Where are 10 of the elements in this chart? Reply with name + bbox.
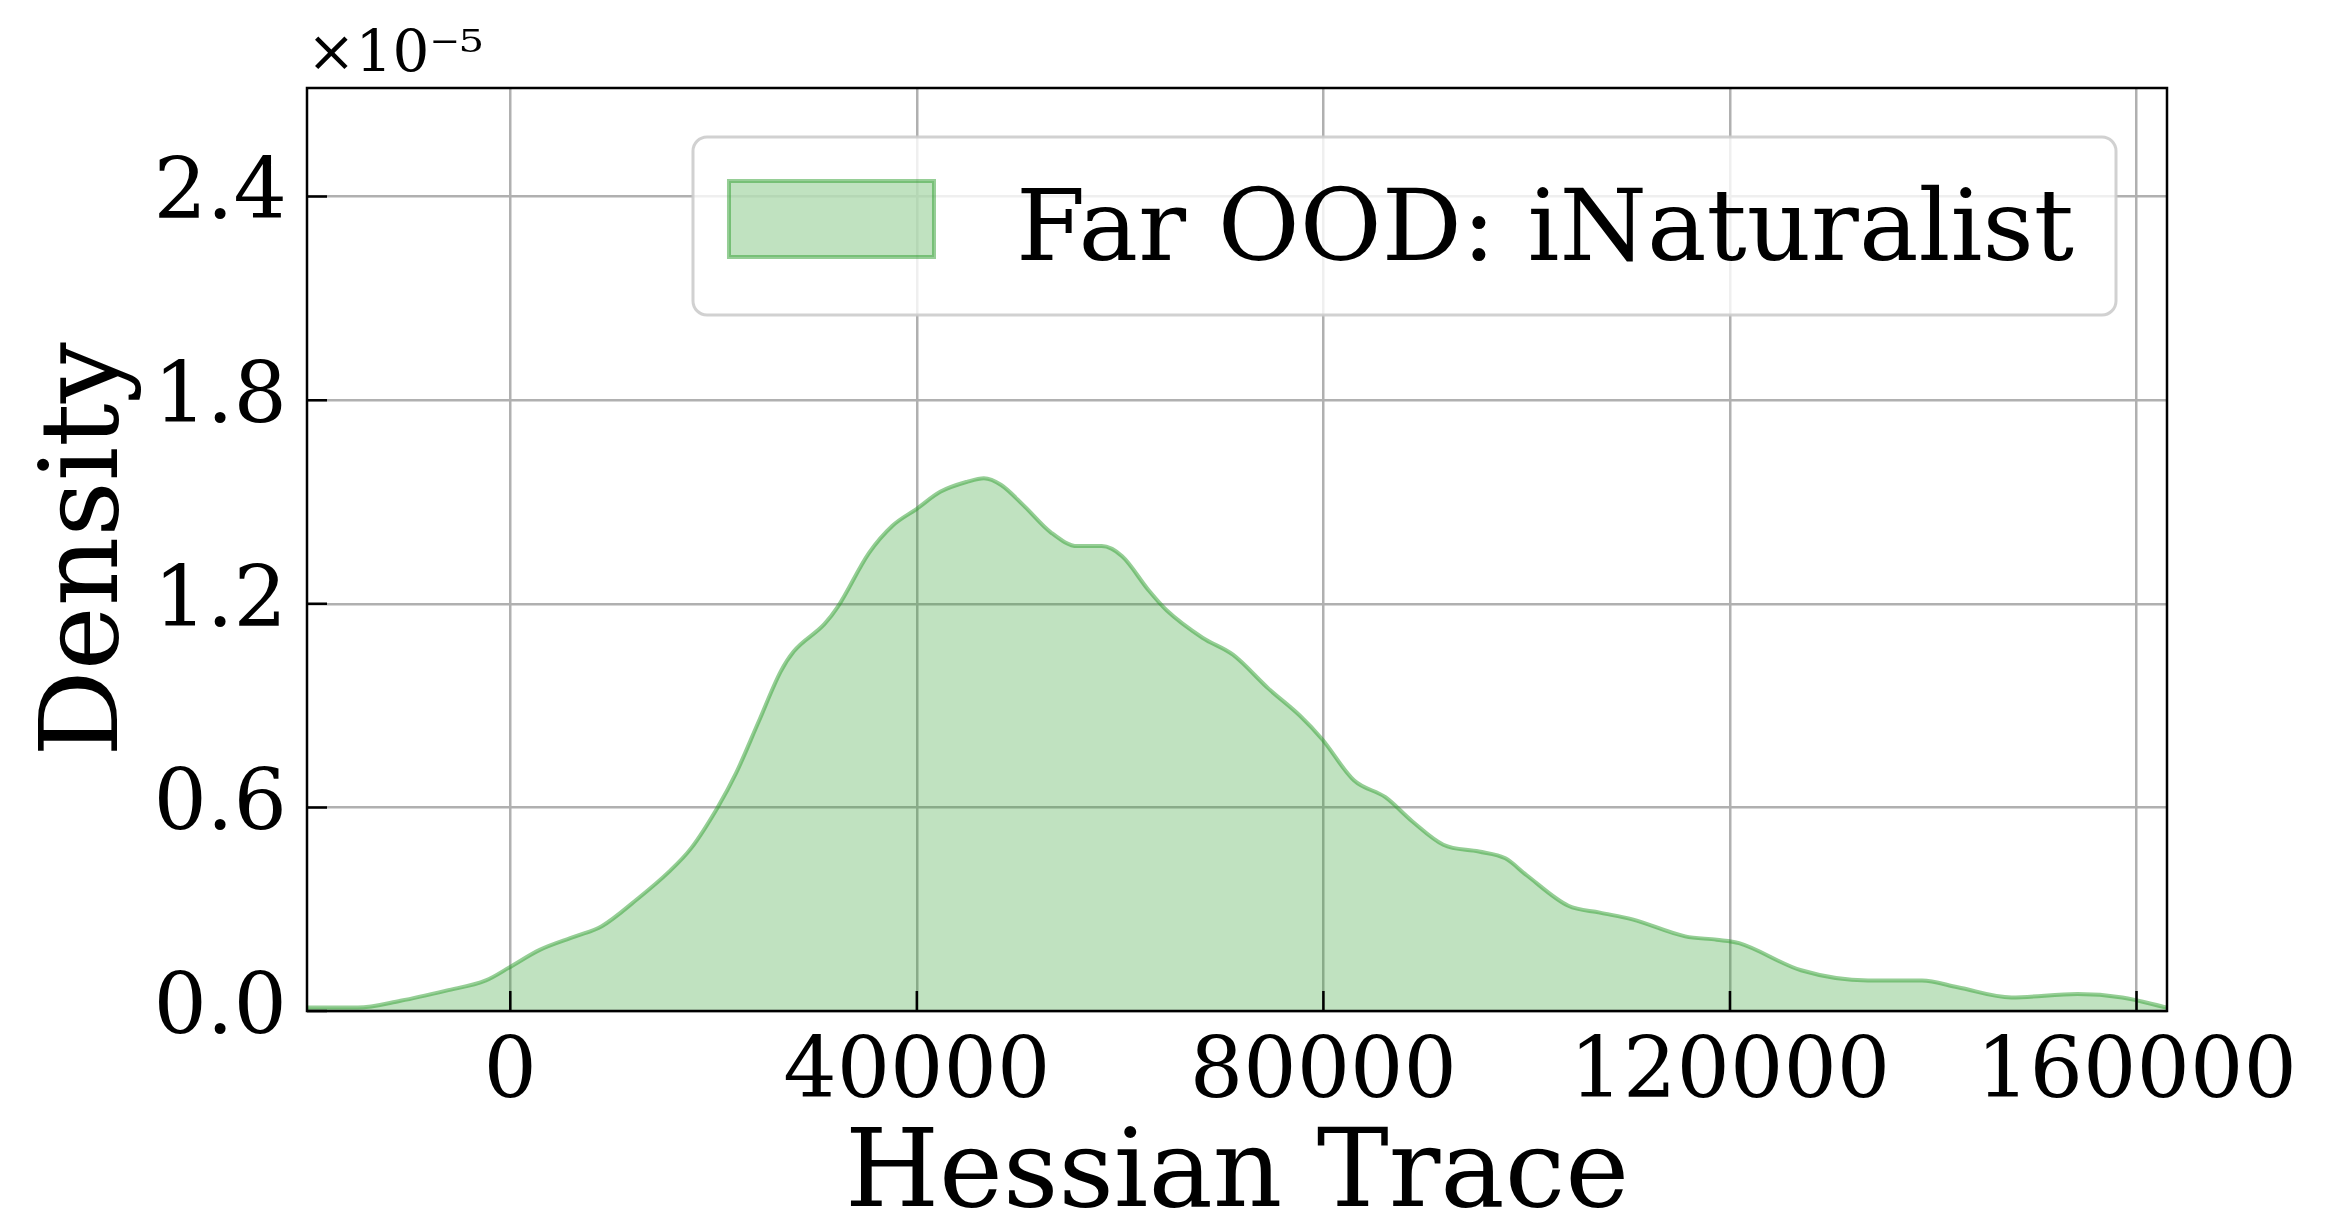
y-tick-label: 2.4 (153, 140, 287, 239)
y-axis-title: Density (17, 342, 142, 757)
y-tick-label: 1.2 (153, 547, 287, 646)
x-tick-label: 160000 (1976, 1019, 2297, 1118)
y-tick-label: 0.0 (153, 954, 287, 1053)
legend-label: Far OOD: iNaturalist (1015, 167, 2075, 284)
y-tick-label: 0.6 (153, 751, 287, 850)
x-tick-label: 0 (483, 1019, 538, 1118)
text: ×10⁻⁵ (307, 17, 484, 85)
y-tick-label: 1.8 (153, 344, 287, 443)
